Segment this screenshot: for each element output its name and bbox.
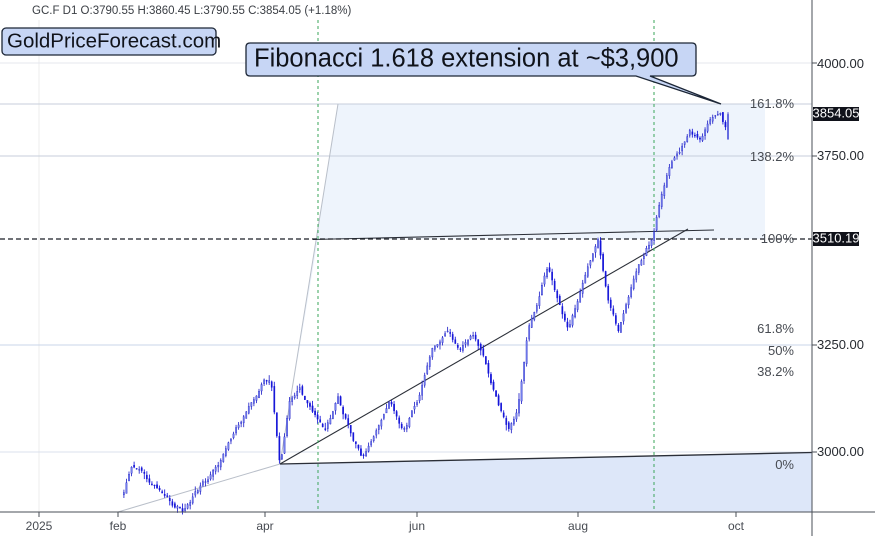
svg-text:161.8%: 161.8% bbox=[750, 96, 795, 111]
svg-text:jun: jun bbox=[408, 519, 425, 533]
svg-text:3250.00: 3250.00 bbox=[817, 337, 864, 352]
svg-text:apr: apr bbox=[256, 519, 273, 533]
svg-text:oct: oct bbox=[728, 519, 745, 533]
svg-text:GoldPriceForecast.com: GoldPriceForecast.com bbox=[7, 30, 221, 53]
svg-text:0%: 0% bbox=[775, 457, 794, 472]
svg-text:4000.00: 4000.00 bbox=[817, 56, 864, 71]
svg-text:feb: feb bbox=[110, 519, 127, 533]
svg-text:2025: 2025 bbox=[26, 519, 53, 533]
svg-text:61.8%: 61.8% bbox=[757, 321, 794, 336]
svg-text:Fibonacci 1.618 extension at ~: Fibonacci 1.618 extension at ~$3,900 bbox=[254, 45, 679, 73]
svg-text:aug: aug bbox=[568, 519, 588, 533]
svg-text:38.2%: 38.2% bbox=[757, 364, 794, 379]
svg-text:3854.05: 3854.05 bbox=[813, 106, 860, 121]
svg-text:100%: 100% bbox=[761, 231, 795, 246]
svg-text:138.2%: 138.2% bbox=[750, 149, 795, 164]
svg-text:50%: 50% bbox=[768, 343, 794, 358]
svg-text:3000.00: 3000.00 bbox=[817, 444, 864, 459]
svg-text:3510.19: 3510.19 bbox=[813, 231, 860, 246]
svg-text:GC.F D1 O:3790.55 H:3860.45: GC.F D1 O:3790.55 H:3860.45 L:3790.55 C:… bbox=[32, 5, 352, 17]
svg-text:3750.00: 3750.00 bbox=[817, 148, 864, 163]
